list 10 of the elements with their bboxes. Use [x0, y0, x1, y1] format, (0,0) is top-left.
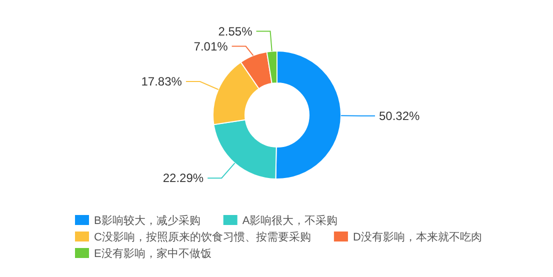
data-label: 2.55% — [218, 24, 253, 38]
data-label: 50.32% — [378, 108, 420, 123]
legend-label: D没有影响，本来就不吃肉 — [352, 230, 482, 244]
legend-label: A影响很大，不采购 — [242, 214, 338, 227]
data-label: 22.29% — [162, 171, 204, 186]
legend-label: B影响较大，减少采购 — [94, 214, 200, 227]
data-label: 17.83% — [141, 74, 182, 89]
data-label: 7.01% — [194, 39, 228, 54]
legend-label: E没有影响，家中不做饭 — [94, 247, 212, 260]
legend-label: C没影响，按照原来的饮食习惯、按需要采购 — [94, 230, 311, 244]
